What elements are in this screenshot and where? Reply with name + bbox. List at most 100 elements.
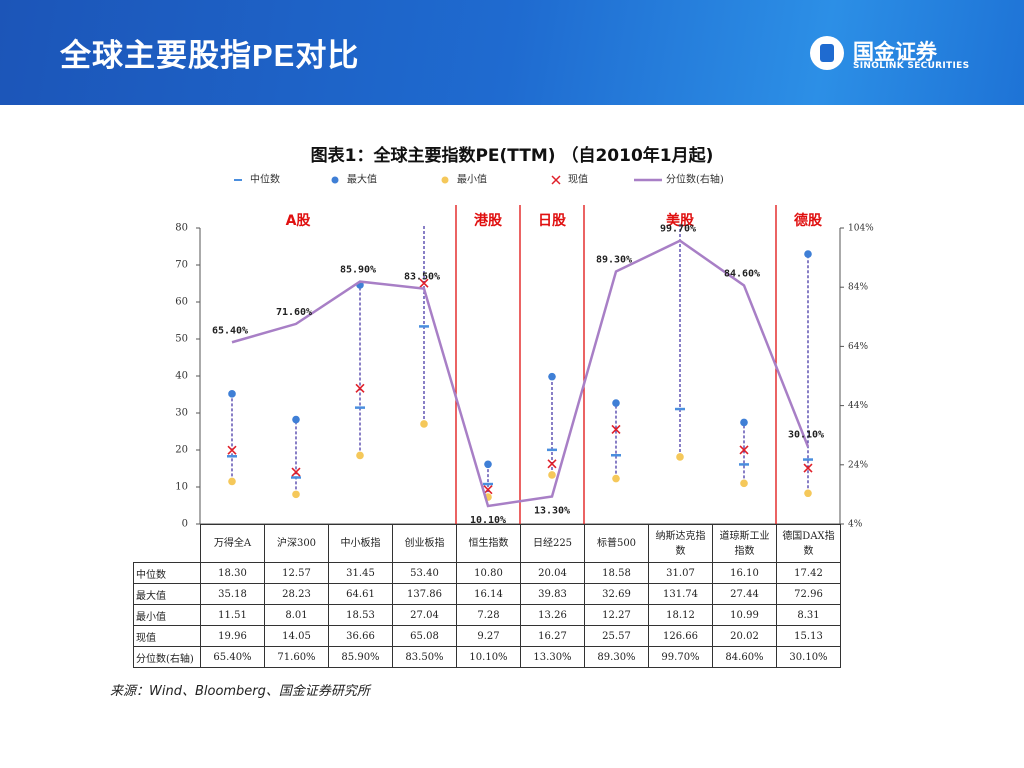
category-cell: 恒生指数 <box>456 524 521 563</box>
y2-tick-label: 104% <box>848 224 874 234</box>
y-tick-label: 10 <box>175 482 188 493</box>
dot-mark <box>356 451 364 460</box>
value-cell: 31.45 <box>328 562 393 584</box>
value-cell: 19.96 <box>200 625 265 647</box>
region-label: 德股 <box>794 212 823 229</box>
value-cell: 13.30% <box>520 646 585 668</box>
y2-tick-label: 84% <box>848 283 868 293</box>
row-header: 现值 <box>133 625 201 647</box>
dot-mark <box>292 490 300 499</box>
value-cell: 126.66 <box>648 625 713 647</box>
dot-mark <box>420 420 428 428</box>
y-tick-label: 20 <box>175 445 188 456</box>
dot-mark <box>676 33 684 41</box>
value-cell: 64.61 <box>328 583 393 605</box>
legend-swatch <box>331 176 339 184</box>
value-cell: 71.60% <box>264 646 329 668</box>
value-cell: 89.30% <box>584 646 649 668</box>
legend-label: 分位数(右轴) <box>666 173 724 186</box>
current-mark <box>419 278 429 288</box>
current-mark <box>676 51 684 59</box>
dot-mark <box>228 477 236 486</box>
y-tick-label: 80 <box>175 223 188 234</box>
table-head: 万得全A 沪深300 中小板指 创业板指 恒生指数 日经225 标普500 纳斯达克指数 道琼斯… <box>133 524 841 563</box>
category-cell: 创业板指 <box>392 524 457 563</box>
current-mark <box>291 467 301 477</box>
region-label: A股 <box>286 213 312 229</box>
dot-mark <box>676 453 684 461</box>
dot-mark <box>292 415 300 424</box>
category-cell: 德国DAX指数 <box>776 524 841 563</box>
value-cell: 12.27 <box>584 604 649 626</box>
y2-tick-label: 44% <box>848 401 868 411</box>
current-mark <box>227 445 237 455</box>
y2-tick-label: 64% <box>848 342 868 352</box>
legend-swatch <box>441 176 449 184</box>
value-cell: 11.51 <box>200 604 265 626</box>
region-label: 日股 <box>538 213 567 229</box>
value-cell: 25.57 <box>584 625 649 647</box>
dot-mark <box>740 479 748 488</box>
y-tick-label: 30 <box>175 408 188 419</box>
percentile-label: 71.60% <box>276 307 312 318</box>
value-cell: 16.27 <box>520 625 585 647</box>
value-cell: 15.13 <box>776 625 841 647</box>
current-mark <box>803 463 813 473</box>
dot-mark <box>804 489 812 498</box>
value-cell: 10.80 <box>456 562 521 584</box>
legend-label: 最小值 <box>457 173 487 186</box>
legend-label: 中位数 <box>250 173 280 186</box>
table-row: 分位数(右轴) 65.40% 71.60% 85.90% 83.50% 10.10% 13.… <box>133 646 841 668</box>
header-band: 全球主要股指PE对比 国金证券 SINOLINK SECURITIES <box>0 0 1024 105</box>
dot-mark <box>484 460 492 469</box>
value-cell: 65.08 <box>392 625 457 647</box>
current-mark <box>355 383 365 393</box>
logo-icon <box>810 36 844 70</box>
value-cell: 30.10% <box>776 646 841 668</box>
table-row: 现值 19.96 14.05 36.66 65.08 9.27 16.27 25.57 126.… <box>133 625 841 647</box>
percentile-label: 83.50% <box>404 272 440 283</box>
value-cell: 18.30 <box>200 562 265 584</box>
value-cell: 72.96 <box>776 583 841 605</box>
dot-mark <box>548 471 556 479</box>
source-note: 来源：Wind、Bloomberg、国金证券研究所 <box>110 684 370 699</box>
chart-title: 图表1：全球主要指数PE(TTM) （自2010年1月起) <box>311 145 714 166</box>
value-cell: 35.18 <box>200 583 265 605</box>
percentile-label: 10.10% <box>470 515 506 526</box>
current-mark <box>611 424 621 434</box>
value-cell: 12.57 <box>264 562 329 584</box>
value-cell: 99.70% <box>648 646 713 668</box>
blank-cell <box>133 524 201 563</box>
y-tick-label: 70 <box>175 260 188 271</box>
value-cell: 8.31 <box>776 604 841 626</box>
value-cell: 16.14 <box>456 583 521 605</box>
y2-tick-label: 4% <box>848 520 863 530</box>
y-tick-label: 0 <box>182 519 188 530</box>
current-mark <box>483 485 493 495</box>
value-cell: 18.53 <box>328 604 393 626</box>
percentile-label: 89.30% <box>596 255 632 266</box>
row-header: 最大值 <box>133 583 201 605</box>
value-cell: 10.99 <box>712 604 777 626</box>
row-header: 中位数 <box>133 562 201 584</box>
legend-swatch <box>551 175 561 185</box>
percentile-label: 65.40% <box>212 325 248 336</box>
value-cell: 84.60% <box>712 646 777 668</box>
category-cell: 中小板指 <box>328 524 393 563</box>
value-cell: 32.69 <box>584 583 649 605</box>
value-cell: 83.50% <box>392 646 457 668</box>
dot-mark <box>612 399 620 407</box>
category-cell: 道琼斯工业指数 <box>712 524 777 563</box>
dot-mark <box>548 372 556 381</box>
value-cell: 17.42 <box>776 562 841 584</box>
legend-label: 最大值 <box>347 173 377 186</box>
current-mark <box>739 445 749 455</box>
value-cell: 27.04 <box>392 604 457 626</box>
legend-label: 现值 <box>568 173 588 186</box>
dot-mark <box>420 10 428 18</box>
value-cell: 13.26 <box>520 604 585 626</box>
region-label: 美股 <box>666 212 695 229</box>
value-cell: 28.23 <box>264 583 329 605</box>
